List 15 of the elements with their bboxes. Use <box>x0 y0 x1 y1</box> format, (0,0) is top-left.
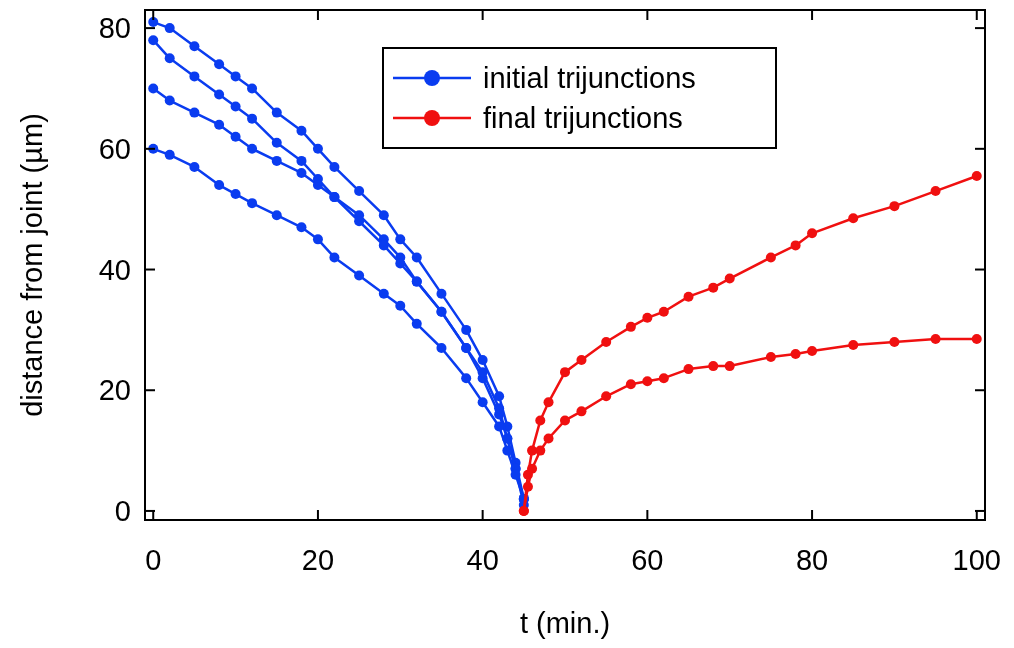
legend-label: final trijunctions <box>483 102 683 135</box>
y-tick-label: 40 <box>98 253 131 286</box>
x-axis-title: t (min.) <box>519 607 611 639</box>
x-tick-label: 80 <box>795 544 829 576</box>
x-tick-label: 60 <box>631 544 664 576</box>
legend-label: initial trijunctions <box>483 62 696 95</box>
y-tick-label: 0 <box>114 495 131 528</box>
y-tick-label: 20 <box>98 374 131 407</box>
x-tick-label: 40 <box>466 544 499 576</box>
x-tick-label: 100 <box>952 544 1001 576</box>
x-tick-label: 20 <box>301 544 335 576</box>
y-axis-title: distance from joint (µm) <box>16 113 48 417</box>
y-tick-label: 60 <box>98 132 131 165</box>
x-tick-label: 0 <box>145 544 162 576</box>
y-tick-label: 80 <box>98 12 131 45</box>
